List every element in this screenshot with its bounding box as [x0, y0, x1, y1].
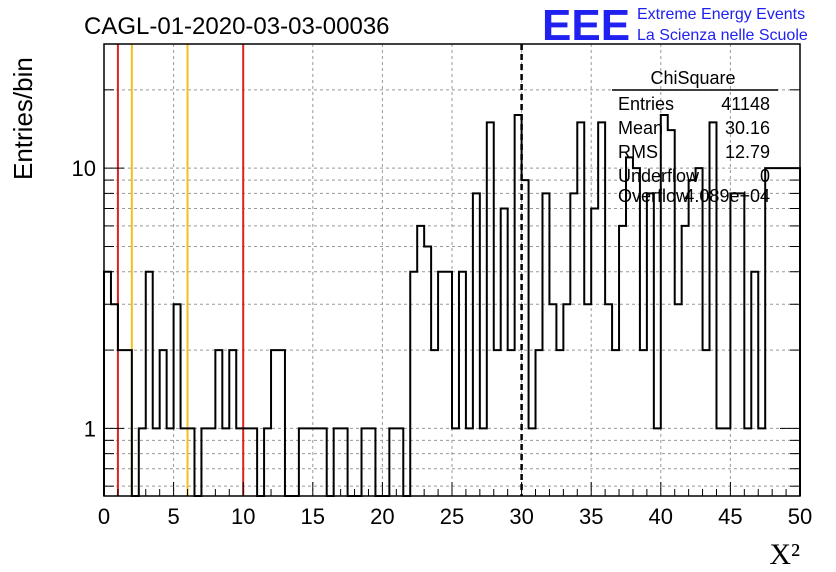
- stats-value: 41148: [721, 94, 770, 114]
- stats-value: 0: [760, 166, 770, 186]
- y-tick-label: 1: [84, 416, 96, 441]
- stats-title: ChiSquare: [650, 68, 735, 88]
- stats-label: Underflow: [618, 166, 700, 186]
- chart-title: CAGL-01-2020-03-03-00036: [84, 13, 390, 40]
- stats-label: Overflow: [618, 186, 690, 206]
- x-tick-label: 0: [98, 504, 110, 529]
- x-axis-ticks: 0 5 10 15 20 25 30 35 40 45 50: [98, 482, 812, 529]
- stats-box: ChiSquare Entries 41148 Mean 30.16 RMS 1…: [612, 68, 778, 206]
- logo-text: EEE: [542, 1, 630, 50]
- logo-line-1: Extreme Energy Events: [637, 6, 805, 23]
- stats-value: 30.16: [725, 118, 770, 138]
- x-tick-label: 45: [718, 504, 742, 529]
- x-tick-label: 5: [167, 504, 179, 529]
- stats-value: 4.089e+04: [684, 186, 770, 206]
- y-axis-label: Entries/bin: [8, 57, 38, 180]
- stats-value: 12.79: [725, 142, 770, 162]
- x-tick-label: 20: [370, 504, 394, 529]
- x-tick-label: 30: [509, 504, 533, 529]
- histogram-outline: [103, 114, 801, 497]
- stats-label: RMS: [618, 142, 658, 162]
- x-tick-label: 50: [788, 504, 812, 529]
- eee-logo: EEE Extreme Energy Events La Scienza nel…: [542, 1, 808, 50]
- x-tick-label: 25: [440, 504, 464, 529]
- stats-label: Entries: [618, 94, 674, 114]
- logo-line-2: La Scienza nelle Scuole: [637, 27, 808, 44]
- x-tick-label: 10: [231, 504, 255, 529]
- x-tick-label: 40: [649, 504, 673, 529]
- x-axis-label: X²: [769, 538, 800, 571]
- x-tick-label: 35: [579, 504, 603, 529]
- x-tick-label: 15: [301, 504, 325, 529]
- y-tick-label: 10: [72, 156, 96, 181]
- stats-label: Mean: [618, 118, 663, 138]
- y-axis-ticks: 1 10: [72, 43, 800, 487]
